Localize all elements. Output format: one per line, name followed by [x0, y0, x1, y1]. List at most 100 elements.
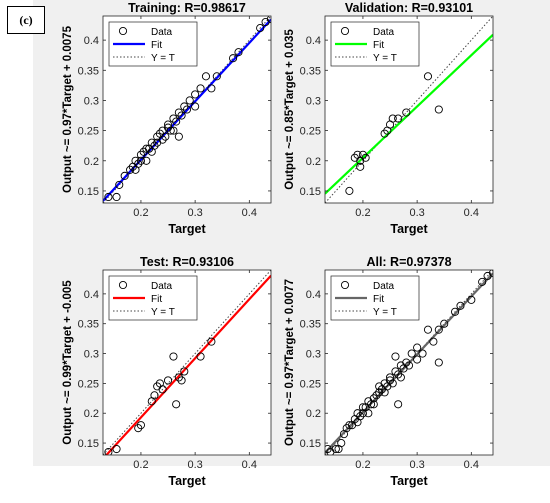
legend-data-marker	[118, 280, 128, 290]
data-point	[402, 358, 411, 367]
x-axis-label: Target	[390, 222, 428, 236]
data-point	[356, 412, 365, 421]
y-tick-label: 0.2	[84, 156, 99, 168]
data-point	[361, 153, 370, 162]
data-point	[394, 114, 403, 123]
y-tick-label: 0.2	[306, 156, 321, 168]
data-point	[388, 114, 397, 123]
data-point	[136, 156, 145, 165]
data-point	[440, 319, 449, 328]
data-point	[407, 349, 416, 358]
data-point	[345, 186, 354, 195]
data-point	[180, 367, 189, 376]
data-point	[423, 72, 433, 81]
data-point	[375, 388, 384, 397]
x-tick-label: 0.3	[409, 459, 424, 471]
y-tick-label: 0.25	[78, 378, 99, 390]
fit-line	[325, 272, 493, 454]
x-tick-label: 0.2	[133, 459, 148, 471]
data-point	[163, 376, 173, 385]
data-point	[423, 325, 433, 334]
x-tick-label: 0.3	[187, 207, 202, 219]
data-point	[229, 54, 238, 63]
data-point	[191, 90, 200, 99]
legend: Data Fit Y = T	[330, 21, 420, 67]
axes-content	[325, 16, 493, 203]
axes-border	[102, 269, 272, 456]
legend-identity-label: Y = T	[151, 53, 175, 64]
x-tick-label: 0.4	[464, 207, 479, 219]
y-axis-label: Output ~= 0.97*Target + 0.0075	[62, 25, 74, 193]
data-point	[391, 352, 400, 361]
data-point	[434, 358, 443, 367]
data-point	[364, 409, 373, 418]
data-point	[136, 150, 145, 159]
data-point	[345, 421, 354, 430]
data-point	[369, 394, 378, 403]
data-point	[134, 159, 143, 168]
data-point	[388, 379, 397, 388]
data-point	[358, 403, 367, 412]
data-point	[434, 325, 443, 334]
data-point	[234, 48, 243, 57]
data-point	[413, 355, 422, 364]
y-tick-label: 0.3	[84, 95, 99, 107]
data-point	[177, 376, 186, 385]
axes-border	[324, 15, 494, 204]
legend: Data Fit Y = T	[108, 21, 198, 67]
data-point	[174, 108, 183, 117]
legend-data-label: Data	[151, 27, 173, 38]
data-point	[196, 352, 205, 361]
x-axis-label: Target	[168, 222, 206, 236]
plot-validation: 0.2 0.3 0.4 0.15 0.2 0.25 0.3 0.35 0.4 Validation…	[284, 1, 494, 236]
data-point	[112, 192, 121, 202]
data-point	[353, 409, 362, 418]
data-point	[413, 343, 422, 352]
y-tick-label: 0.4	[84, 289, 99, 301]
legend-data-marker	[118, 26, 128, 36]
legend-data-marker	[340, 280, 350, 290]
data-point	[372, 391, 381, 400]
data-point	[169, 352, 178, 361]
axes-content	[103, 16, 271, 203]
y-axis-label: Output ~= 0.85*Target + 0.035	[284, 29, 296, 190]
data-point	[131, 156, 140, 165]
y-tick-label: 0.4	[306, 289, 321, 301]
legend-fit-label: Fit	[373, 294, 384, 305]
y-tick-label: 0.15	[300, 186, 321, 198]
y-tick-label: 0.35	[78, 319, 99, 331]
data-point	[158, 135, 167, 144]
plot-title: Validation: R=0.93101	[345, 1, 473, 15]
data-point	[478, 277, 487, 286]
data-point	[120, 171, 129, 180]
x-tick-label: 0.2	[355, 207, 370, 219]
y-tick-label: 0.4	[306, 35, 321, 47]
data-point	[126, 165, 135, 174]
x-tick-label: 0.4	[242, 459, 257, 471]
axes-content	[325, 270, 493, 455]
data-point	[191, 102, 200, 111]
legend-identity-label: Y = T	[151, 307, 175, 318]
data-point	[385, 376, 395, 385]
data-point	[174, 373, 183, 382]
data-point	[172, 117, 181, 126]
x-axis-label: Target	[168, 474, 206, 488]
plot-training: 0.2 0.3 0.4 0.15 0.2 0.25 0.3 0.35 0.4 Training: …	[62, 1, 272, 236]
legend-fit-label: Fit	[151, 40, 162, 51]
y-axis-label: Output ~= 0.99*Target + -0.005	[62, 280, 74, 445]
data-point	[182, 105, 192, 114]
data-point	[451, 307, 460, 316]
data-point	[369, 400, 378, 409]
y-tick-label: 0.25	[300, 378, 321, 390]
y-tick-label: 0.25	[300, 126, 321, 138]
axes-border	[324, 269, 494, 456]
legend-identity-label: Y = T	[373, 53, 397, 64]
y-tick-label: 0.2	[306, 408, 321, 420]
x-tick-label: 0.3	[187, 459, 202, 471]
data-point	[212, 72, 221, 81]
data-point	[201, 72, 211, 81]
legend-fit-label: Fit	[151, 294, 162, 305]
y-tick-label: 0.35	[78, 65, 99, 77]
data-point	[331, 444, 340, 454]
